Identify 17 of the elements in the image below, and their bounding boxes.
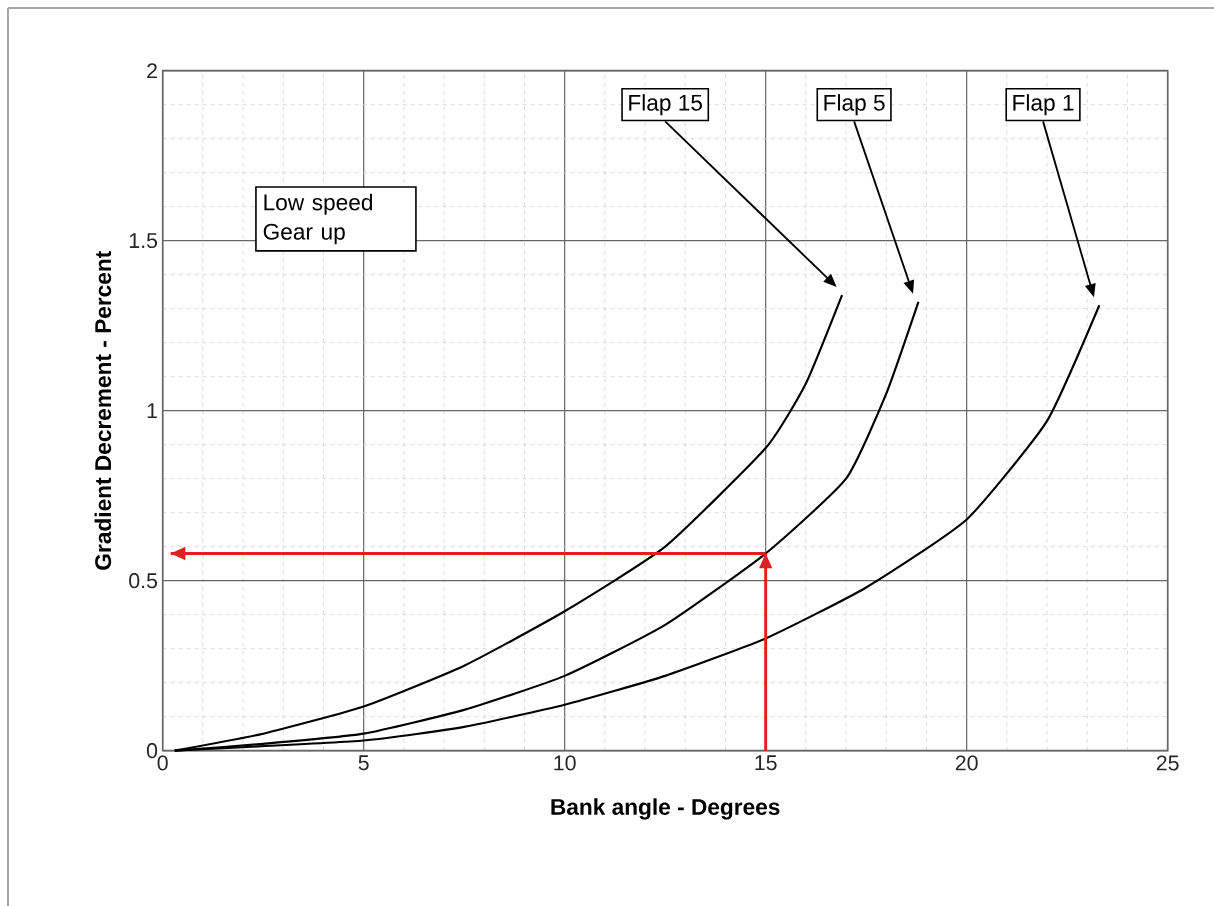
x-tick-label: 20 bbox=[955, 755, 978, 771]
y-tick-label: 0 bbox=[146, 743, 158, 759]
x-tick-label: 0 bbox=[157, 755, 168, 771]
x-tick-label: 25 bbox=[1156, 755, 1179, 771]
x-tick-label: 15 bbox=[755, 755, 777, 771]
text: Flap 15 bbox=[629, 94, 702, 116]
x-tick-label: 5 bbox=[358, 755, 369, 771]
y-tick-label: 2 bbox=[147, 63, 157, 79]
y-tick-label: 1 bbox=[147, 403, 157, 419]
text: Flap 5 bbox=[824, 94, 885, 116]
text: Flap 1 bbox=[1013, 94, 1074, 116]
y-tick-label: 0.5 bbox=[129, 573, 158, 589]
x-axis-title: Bank angle - Degrees bbox=[551, 798, 780, 820]
x-tick-label: 10 bbox=[554, 755, 576, 771]
annotation: Low speed Gear up bbox=[263, 193, 372, 245]
y-tick-label: 1.5 bbox=[129, 233, 158, 249]
y-axis-title: Gradient Decrement - Percent bbox=[94, 251, 112, 570]
